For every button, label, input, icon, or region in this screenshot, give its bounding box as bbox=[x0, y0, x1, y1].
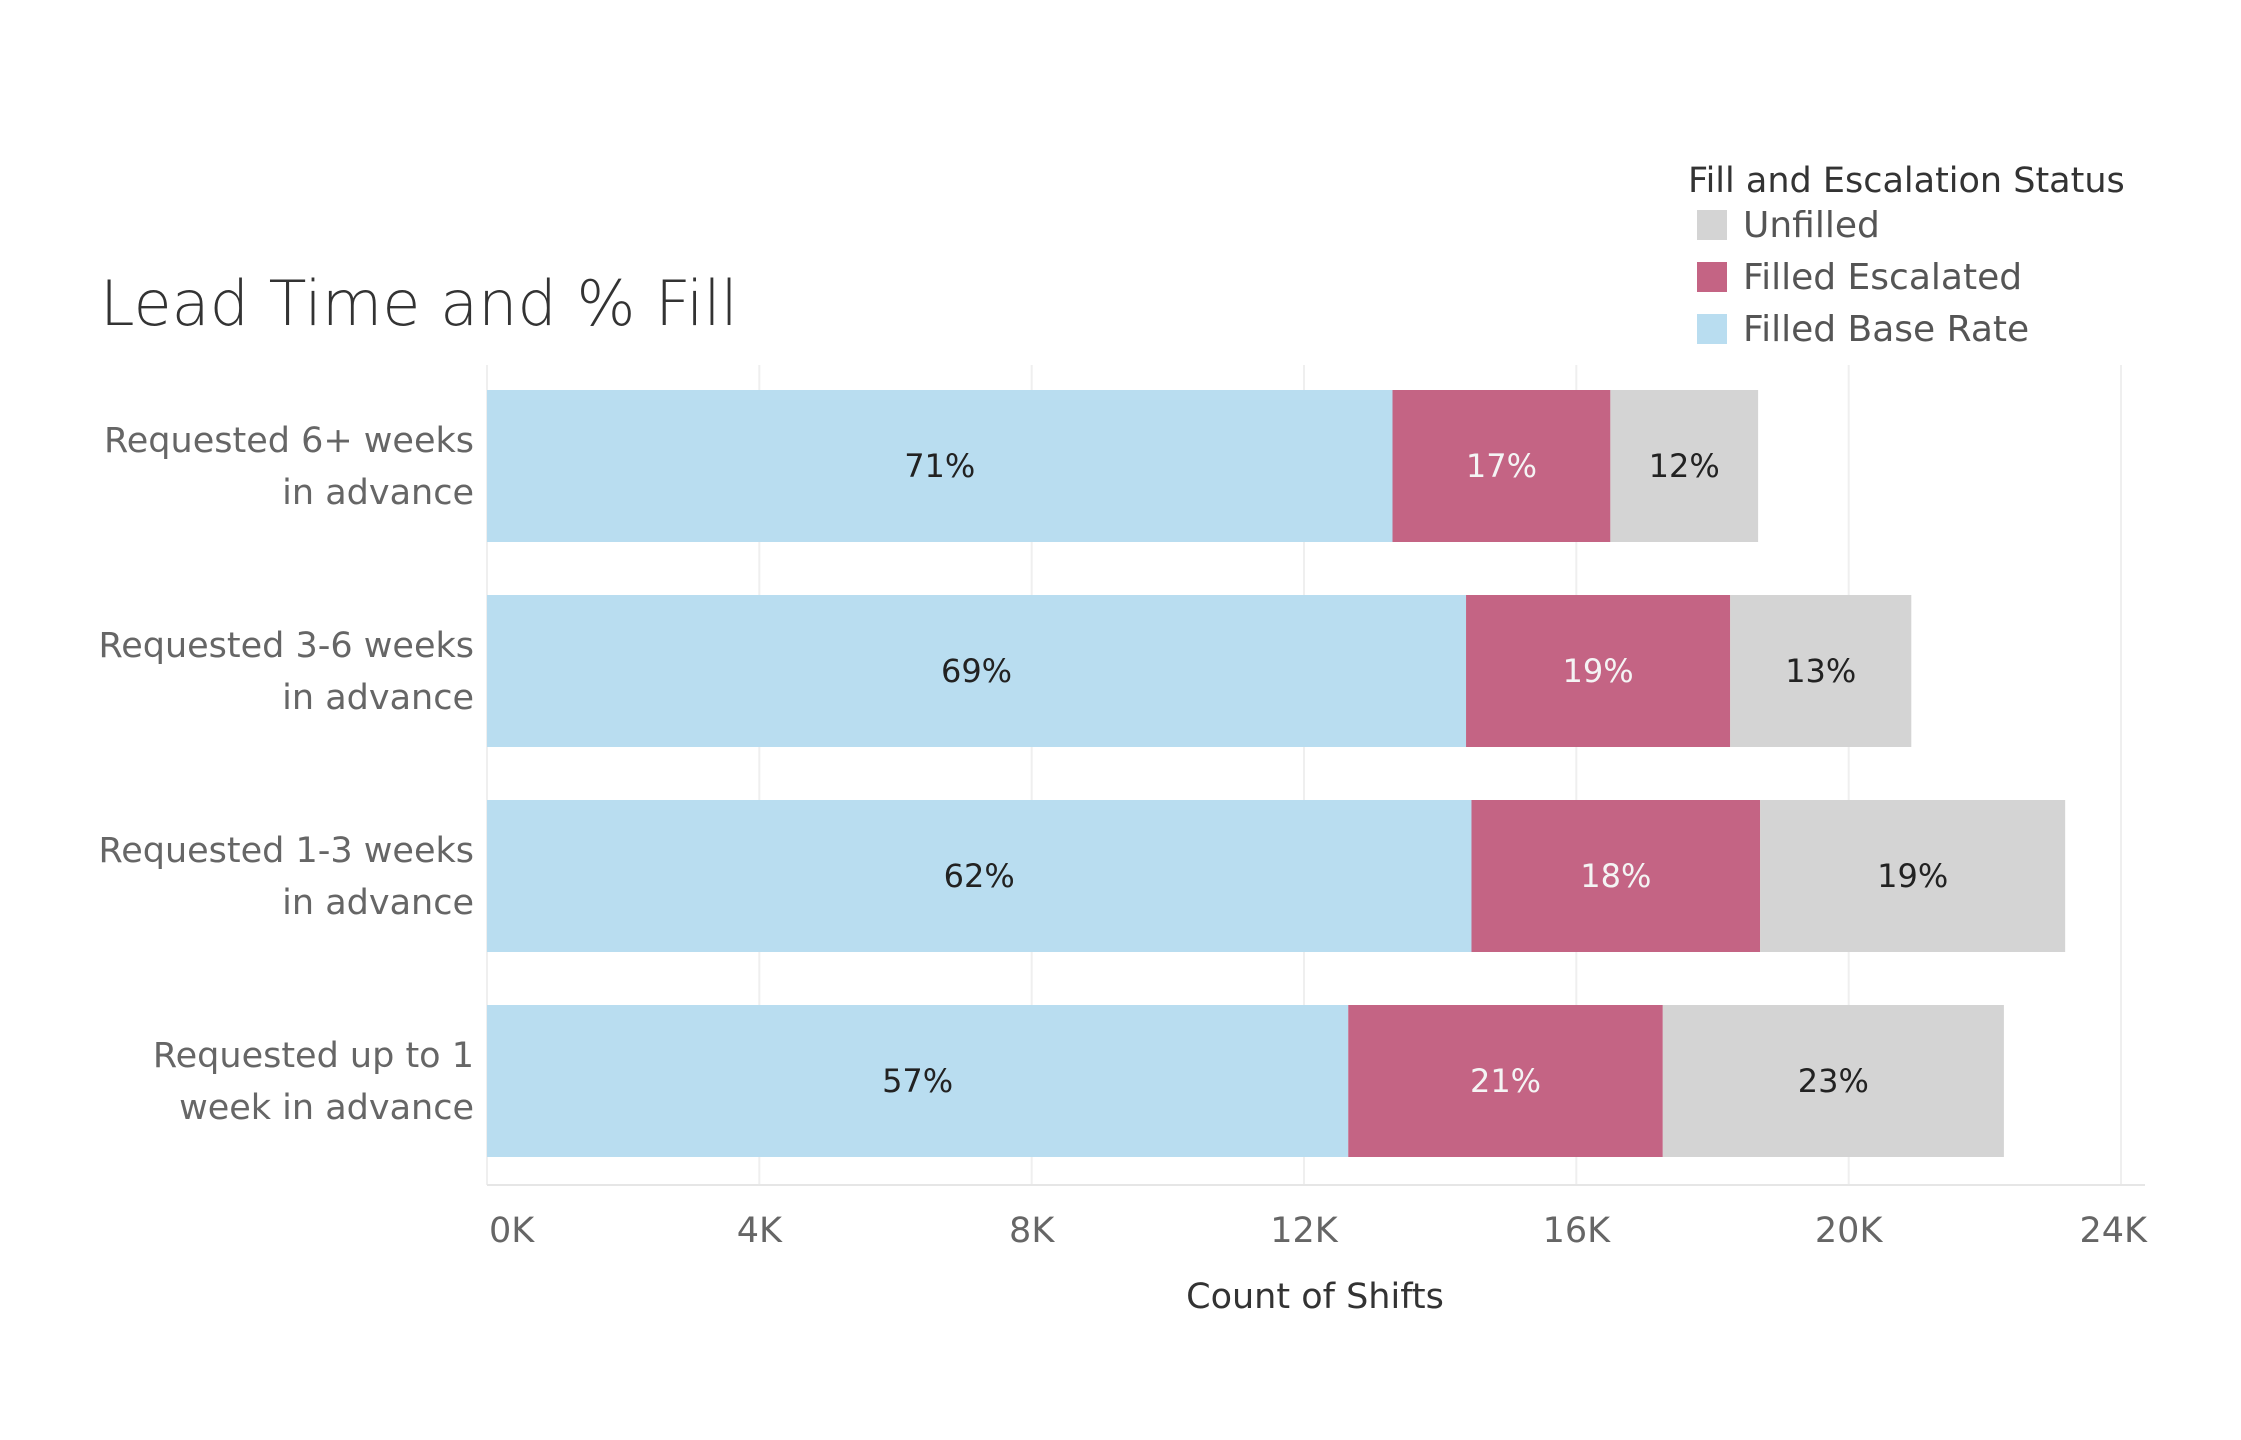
bar-data-label: 19% bbox=[1563, 652, 1634, 690]
bar-data-label: 69% bbox=[941, 652, 1012, 690]
legend-swatch bbox=[1697, 262, 1727, 292]
bar-segment-unfilled bbox=[1760, 800, 2066, 952]
x-tick-label: 24K bbox=[2080, 1211, 2149, 1251]
category-label: Requested up to 1 bbox=[153, 1036, 474, 1076]
category-labels: Requested 6+ weeks in advance Requested 3-… bbox=[98, 421, 474, 1128]
category-label: Requested 3-6 weeks bbox=[98, 626, 474, 666]
x-tick-label: 0K bbox=[489, 1211, 535, 1251]
x-axis-title: Count of Shifts bbox=[1186, 1277, 1444, 1317]
bar-data-label: 13% bbox=[1785, 652, 1856, 690]
bar-data-label: 71% bbox=[904, 447, 975, 485]
x-tick-label: 16K bbox=[1543, 1211, 1612, 1251]
category-label: week in advance bbox=[179, 1088, 474, 1128]
bar-segment-filled-escalated bbox=[1466, 595, 1731, 747]
legend-swatch bbox=[1697, 210, 1727, 240]
bar-segment-unfilled bbox=[1610, 390, 1759, 542]
bar-data-label: 23% bbox=[1798, 1062, 1869, 1100]
category-label: in advance bbox=[282, 883, 474, 923]
legend-label: Filled Escalated bbox=[1743, 257, 2022, 298]
bar-data-label: 17% bbox=[1466, 447, 1537, 485]
bar-segment-filled-escalated bbox=[1348, 1005, 1663, 1157]
category-label: in advance bbox=[282, 678, 474, 718]
x-tick-label: 4K bbox=[737, 1211, 783, 1251]
bar-segment-unfilled bbox=[1662, 1005, 2004, 1157]
bar-data-label: 21% bbox=[1470, 1062, 1541, 1100]
bar-segment-filled-base-rate bbox=[487, 390, 1393, 542]
bar-segment-filled-escalated bbox=[1471, 800, 1761, 952]
bar-segment-unfilled bbox=[1730, 595, 1912, 747]
bars: 71% 17% 12% 69% 19% 13% 62% 18% 19% 57% 21% 23% bbox=[487, 390, 2066, 1157]
bar-segment-filled-base-rate bbox=[487, 800, 1472, 952]
legend-swatch bbox=[1697, 314, 1727, 344]
bar-data-label: 12% bbox=[1649, 447, 1720, 485]
legend-label: Filled Base Rate bbox=[1743, 309, 2029, 350]
bar-data-label: 62% bbox=[944, 857, 1015, 895]
bar-segment-filled-base-rate bbox=[487, 1005, 1349, 1157]
bar-segment-filled-base-rate bbox=[487, 595, 1467, 747]
legend-label: Unfilled bbox=[1743, 205, 1880, 246]
category-label: in advance bbox=[282, 473, 474, 513]
chart-title: Lead Time and % Fill bbox=[100, 267, 738, 340]
x-tick-label: 20K bbox=[1815, 1211, 1884, 1251]
legend-title: Fill and Escalation Status bbox=[1688, 161, 2125, 201]
bar-data-label: 18% bbox=[1580, 857, 1651, 895]
x-tick-label: 8K bbox=[1009, 1211, 1055, 1251]
bar-data-label: 19% bbox=[1877, 857, 1948, 895]
bar-segment-filled-escalated bbox=[1392, 390, 1611, 542]
legend: Fill and Escalation Status Unfilled Fille… bbox=[1688, 161, 2125, 350]
category-label: Requested 6+ weeks bbox=[104, 421, 474, 461]
bar-data-label: 57% bbox=[882, 1062, 953, 1100]
category-label: Requested 1-3 weeks bbox=[98, 831, 474, 871]
x-tick-label: 12K bbox=[1270, 1211, 1339, 1251]
x-axis-ticks: 0K 4K 8K 12K 16K 20K 24K bbox=[489, 1211, 2148, 1251]
